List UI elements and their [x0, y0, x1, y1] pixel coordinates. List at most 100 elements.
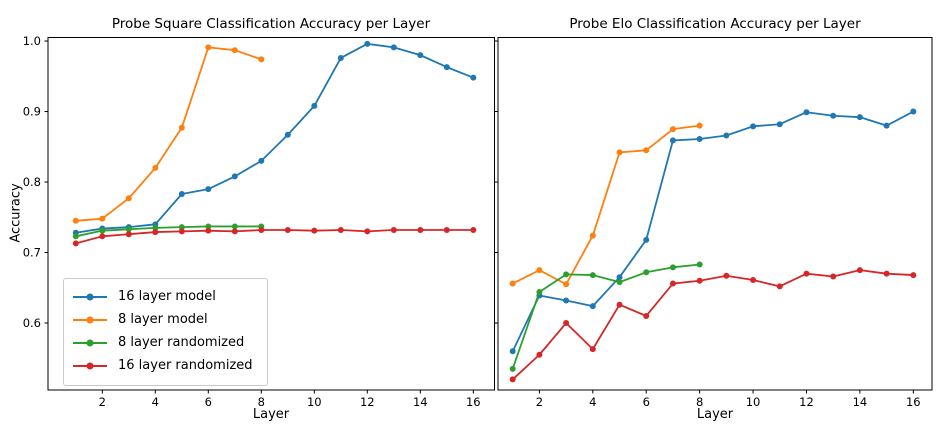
- data-point: [669, 264, 676, 271]
- series-8-layer-randomized: [509, 261, 703, 372]
- series-16-layer-randomized: [72, 226, 477, 247]
- data-point: [470, 74, 477, 81]
- series-line: [511, 263, 701, 370]
- x-tick-label: 14: [413, 395, 428, 409]
- data-point: [205, 44, 212, 51]
- series-16-layer-model: [72, 40, 477, 236]
- data-point: [536, 267, 543, 274]
- data-point: [443, 226, 450, 233]
- data-point: [284, 226, 291, 233]
- data-point: [99, 227, 106, 234]
- data-point: [910, 108, 917, 115]
- data-point: [563, 281, 570, 288]
- data-point: [803, 270, 810, 277]
- data-point: [152, 229, 159, 236]
- data-point: [856, 267, 863, 274]
- x-tick-label: 16: [466, 395, 481, 409]
- series-line: [74, 42, 475, 234]
- data-point: [125, 226, 132, 233]
- data-point: [72, 233, 79, 240]
- data-point: [589, 232, 596, 239]
- data-point: [616, 149, 623, 156]
- data-point: [205, 186, 212, 193]
- series-8-layer-model: [509, 122, 703, 288]
- data-point: [337, 54, 344, 61]
- data-point: [669, 137, 676, 144]
- x-tick-label: 16: [906, 395, 921, 409]
- series-8-layer-model: [72, 44, 265, 224]
- data-point: [258, 56, 265, 63]
- series-line: [74, 46, 263, 222]
- data-point: [776, 121, 783, 128]
- data-point: [696, 261, 703, 268]
- data-point: [669, 280, 676, 287]
- legend-item-label: 16 layer randomized: [118, 358, 253, 373]
- data-point: [390, 44, 397, 51]
- data-point: [750, 123, 757, 130]
- legend-line-marker-icon: [73, 361, 107, 370]
- data-point: [616, 279, 623, 286]
- x-tick-label: 6: [643, 395, 650, 409]
- data-point: [311, 227, 318, 234]
- plot-frame: [497, 37, 933, 391]
- right-chart-title: Probe Elo Classification Accuracy per La…: [569, 16, 861, 32]
- legend-item: 8 layer model: [73, 308, 253, 331]
- data-point: [750, 277, 757, 284]
- data-point: [723, 272, 730, 279]
- data-point: [125, 231, 132, 238]
- axes-left: 2 4 6 8 10 12 14 16 0.6 0.7 0.8 0.9 1.0: [23, 34, 495, 409]
- y-tick-label: 0.6: [23, 316, 41, 330]
- data-point: [178, 124, 185, 131]
- data-point: [152, 224, 159, 231]
- data-point: [99, 233, 106, 240]
- data-point: [258, 157, 265, 164]
- series-line: [74, 229, 475, 245]
- data-point: [417, 226, 424, 233]
- data-point: [178, 224, 185, 231]
- data-point: [776, 283, 783, 290]
- data-point: [509, 365, 516, 372]
- data-point: [470, 226, 477, 233]
- legend-item: 16 layer model: [73, 285, 253, 308]
- x-tick-label: 6: [205, 395, 212, 409]
- data-point: [125, 195, 132, 202]
- left-x-axis-label: Layer: [252, 407, 290, 422]
- legend: 16 layer model 8 layer model 8 layer ran…: [63, 278, 268, 386]
- data-point: [643, 236, 650, 243]
- data-point: [696, 277, 703, 284]
- data-point: [231, 47, 238, 54]
- data-point: [509, 348, 516, 355]
- right-x-axis-label: Layer: [696, 407, 734, 422]
- legend-item-label: 8 layer randomized: [118, 335, 245, 350]
- data-point: [643, 312, 650, 319]
- data-point: [883, 270, 890, 277]
- data-point: [311, 102, 318, 109]
- x-tick-label: 4: [589, 395, 596, 409]
- data-point: [390, 226, 397, 233]
- data-point: [669, 126, 676, 133]
- data-point: [72, 240, 79, 247]
- data-point: [231, 228, 238, 235]
- y-tick-label: 0.8: [23, 175, 41, 189]
- data-point: [258, 226, 265, 233]
- x-tick-label: 4: [152, 395, 159, 409]
- data-point: [803, 109, 810, 116]
- data-point: [536, 289, 543, 296]
- data-point: [205, 223, 212, 230]
- data-point: [337, 226, 344, 233]
- left-chart-title: Probe Square Classification Accuracy per…: [111, 16, 431, 32]
- data-point: [231, 223, 238, 230]
- data-point: [856, 114, 863, 121]
- x-tick-label: 10: [746, 395, 761, 409]
- data-point: [178, 191, 185, 198]
- data-point: [563, 297, 570, 304]
- x-tick-label: 2: [536, 395, 543, 409]
- data-point: [696, 136, 703, 143]
- data-point: [417, 52, 424, 59]
- data-point: [99, 215, 106, 222]
- data-point: [910, 272, 917, 279]
- data-point: [536, 351, 543, 358]
- legend-line-marker-icon: [73, 338, 107, 347]
